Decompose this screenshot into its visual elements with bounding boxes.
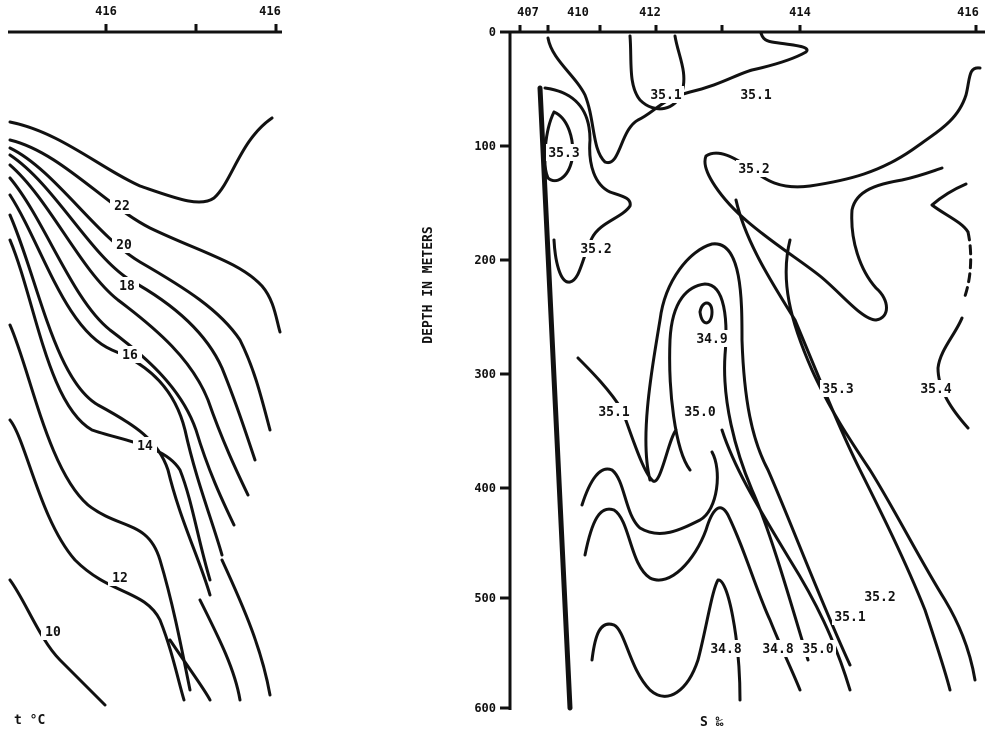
isohaline-label: 34.8 [710, 642, 741, 657]
right-top-axis: 407 410 412 414 416 [510, 5, 985, 34]
isotherm-15 [8, 213, 212, 597]
temperature-section-panel: 416 416 22 20 18 [8, 4, 282, 728]
isohaline-35-3-loop [543, 110, 575, 183]
isotherm-18a [8, 146, 272, 432]
isotherm-label: 16 [122, 348, 138, 363]
isohaline-label: 35.3 [822, 382, 853, 397]
left-top-tick-label: 416 [95, 4, 117, 18]
isohaline-label: 35.2 [864, 590, 895, 605]
isohaline-35-3-right [784, 238, 977, 682]
right-top-tick-label: 410 [567, 5, 589, 19]
isotherm-label: 14 [137, 439, 153, 454]
depth-tick-label: 500 [474, 591, 496, 605]
depth-tick-label: 300 [474, 367, 496, 381]
isohaline-35-4-dashed [963, 230, 973, 298]
isohaline-label: 34.8 [762, 642, 793, 657]
isohaline-35-2-mid [703, 66, 982, 322]
isotherm-lines [8, 116, 282, 707]
depth-tick-label: 400 [474, 481, 496, 495]
isohaline-label: 34.9 [696, 332, 727, 347]
isohaline-34-8-b [583, 506, 802, 692]
left-top-tick-label: 416 [259, 4, 281, 18]
bottom-boundary-line [537, 85, 573, 711]
right-top-tick-label: 412 [639, 5, 661, 19]
isotherm-17b [8, 176, 236, 527]
depth-tick-label: 100 [474, 139, 496, 153]
isotherm-11 [8, 578, 107, 707]
isohaline-35-4-lower [936, 316, 970, 430]
depth-axis: 0 100 200 300 400 500 600 DEPTH IN METER… [421, 25, 512, 715]
salinity-caption: S ‰ [700, 715, 724, 730]
isohaline-label: 35.0 [684, 405, 715, 420]
isohaline-34-9-core [698, 301, 714, 325]
isohaline-label: 35.3 [548, 146, 579, 161]
isohaline-35-2-deep [734, 198, 952, 692]
isotherm-label: 10 [45, 625, 61, 640]
isohaline-label: 35.4 [920, 382, 951, 397]
right-top-tick-label: 414 [789, 5, 811, 19]
isohaline-lines [543, 30, 982, 702]
isohaline-label: 35.1 [834, 610, 865, 625]
isohaline-34-8-c [590, 578, 742, 702]
isohaline-label: 35.2 [738, 162, 769, 177]
isohaline-35-1-top-a [546, 30, 809, 164]
isotherm-17a [8, 163, 250, 497]
isohaline-34-8-a [580, 450, 719, 535]
isohaline-label: 35.1 [740, 88, 771, 103]
depth-tick-label: 200 [474, 253, 496, 267]
isotherm-label: 12 [112, 571, 128, 586]
isotherm-10-tail [168, 638, 212, 702]
temperature-caption: t °C [14, 713, 45, 728]
isohaline-label: 35.1 [650, 88, 681, 103]
depth-tick-label: 0 [489, 25, 496, 39]
isotherm-13 [8, 323, 192, 692]
isotherm-22 [8, 116, 274, 204]
isohaline-labels: 35.1 35.1 35.3 35.2 35.2 34.9 35.1 35.0 … [546, 86, 954, 657]
depth-axis-title: DEPTH IN METERS [421, 226, 436, 344]
isohaline-35-0-outer [644, 242, 852, 667]
isohaline-35-1-top-b [628, 34, 686, 111]
isotherm-lower-a [198, 598, 242, 702]
isotherm-label: 20 [116, 238, 132, 253]
isohaline-label: 35.1 [598, 405, 629, 420]
depth-tick-label: 600 [474, 701, 496, 715]
isohaline-35-4 [930, 182, 970, 234]
isohaline-35-1-left [576, 356, 678, 483]
isotherm-18b [8, 153, 257, 462]
left-top-axis: 416 416 [8, 4, 282, 34]
isotherm-lower-b [220, 558, 272, 697]
isotherm-label: 22 [114, 199, 130, 214]
isohaline-35-2-left [543, 86, 632, 284]
isotherm-16 [8, 193, 224, 557]
right-top-tick-label: 416 [957, 5, 979, 19]
isohaline-35-0-inner [668, 282, 810, 662]
isotherm-14 [8, 238, 212, 582]
isohaline-label: 35.0 [802, 642, 833, 657]
isohaline-label: 35.2 [580, 242, 611, 257]
isotherm-labels: 22 20 18 16 14 12 10 [41, 197, 157, 640]
right-top-tick-label: 407 [517, 5, 539, 19]
isotherm-12 [8, 418, 186, 702]
isotherm-20 [8, 138, 282, 334]
isotherm-label: 18 [119, 279, 135, 294]
salinity-section-panel: 407 410 412 414 416 0 100 200 300 400 50… [421, 5, 985, 730]
